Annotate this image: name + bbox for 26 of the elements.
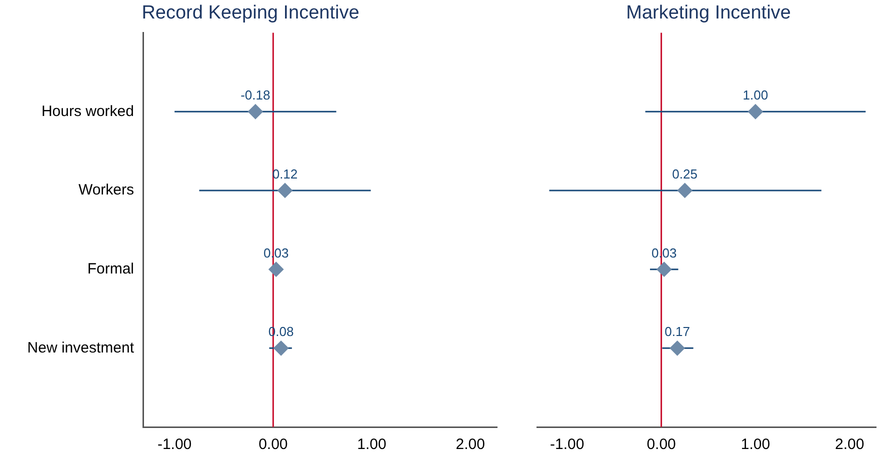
- y-tick-label: New investment: [27, 339, 135, 356]
- x-tick-label: 1.00: [357, 436, 386, 454]
- y-tick-label: Hours worked: [41, 102, 134, 120]
- data-label: 0.25: [672, 166, 698, 182]
- point: [277, 182, 292, 198]
- x-tick-label: -1.00: [157, 436, 192, 454]
- point: [677, 182, 692, 198]
- data-label: -0.18: [240, 88, 270, 103]
- x-tick-label: 2.00: [835, 436, 864, 454]
- x-tick-label: 2.00: [456, 436, 485, 454]
- y-tick-label: Workers: [78, 182, 134, 199]
- x-tick-label: 0.00: [646, 436, 676, 454]
- x-tick-label: 0.00: [258, 436, 288, 454]
- data-label: 0.17: [664, 324, 690, 340]
- point: [248, 104, 263, 120]
- x-tick-label: 1.00: [740, 436, 770, 454]
- point: [268, 262, 284, 277]
- point: [670, 340, 685, 356]
- data-label: 1.00: [742, 88, 768, 103]
- point: [748, 104, 763, 120]
- chart-title: Marketing Incentive: [626, 2, 791, 24]
- y-tick-label: Formal: [87, 260, 134, 278]
- chart-title: Record Keeping Incentive: [142, 2, 360, 24]
- point: [274, 340, 289, 356]
- x-tick-label: -1.00: [550, 436, 584, 454]
- point: [656, 262, 672, 277]
